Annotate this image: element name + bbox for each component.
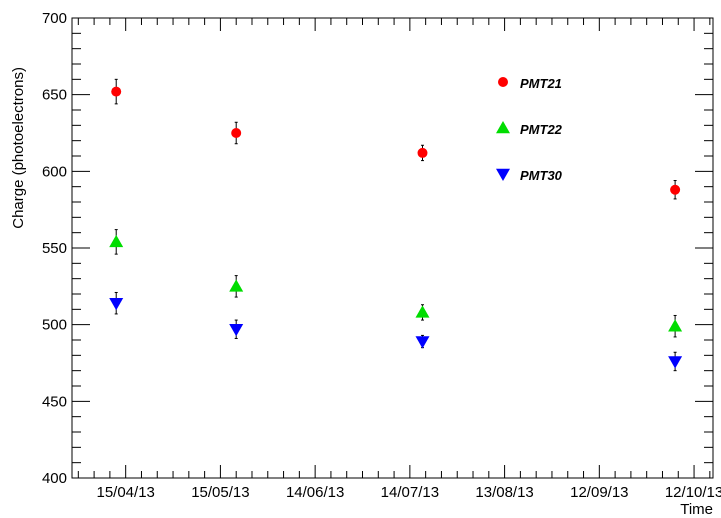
data-point (229, 324, 244, 337)
series-pmt30 (109, 291, 683, 372)
legend-label: PMT22 (520, 122, 563, 137)
data-point (668, 319, 683, 332)
data-point (229, 279, 244, 292)
axes (71, 17, 714, 479)
data-point (109, 234, 124, 248)
legend-label: PMT30 (520, 168, 563, 183)
x-tick-label: 15/04/13 (96, 484, 154, 501)
y-tick-label: 650 (42, 87, 67, 104)
legend: PMT21 PMT22 PMT30 (496, 76, 563, 183)
legend-marker (496, 168, 510, 181)
y-tick-label: 600 (42, 163, 67, 180)
series-pmt22 (109, 229, 683, 338)
legend-entry-pmt22: PMT22 (496, 121, 563, 137)
legend-entry-pmt30: PMT30 (496, 168, 563, 183)
y-axis-ticks: 400 450 500 550 600 650 700 (42, 10, 713, 487)
plot-frame (71, 17, 714, 479)
data-point (111, 86, 122, 97)
x-tick-label: 13/08/13 (475, 484, 533, 501)
legend-entry-pmt21: PMT21 (498, 76, 562, 91)
series-pmt21 (111, 78, 681, 200)
y-tick-label: 500 (42, 317, 67, 334)
data-point (231, 128, 242, 138)
y-tick-label: 450 (42, 393, 67, 410)
legend-marker (496, 121, 510, 134)
x-axis-ticks: 15/04/13 15/05/13 14/06/13 14/07/13 13/08/13… (77, 18, 721, 501)
y-tick-label: 700 (42, 10, 67, 27)
x-axis-title: Time (680, 501, 713, 518)
y-tick-label: 550 (42, 240, 67, 257)
legend-label: PMT21 (520, 76, 562, 91)
data-point (668, 356, 683, 369)
x-tick-label: 12/09/13 (570, 484, 628, 501)
x-tick-label: 15/05/13 (191, 484, 249, 501)
x-tick-label: 14/07/13 (381, 484, 439, 501)
data-series (109, 78, 683, 372)
y-tick-label: 400 (42, 470, 67, 487)
x-tick-label: 14/06/13 (286, 484, 344, 501)
x-tick-label: 12/10/13 (665, 484, 721, 501)
data-point (417, 147, 428, 158)
data-point (415, 336, 430, 349)
data-point (109, 297, 124, 311)
y-axis-title: Charge (photoelectrons) (10, 67, 27, 229)
legend-marker (498, 77, 508, 87)
data-point (415, 305, 430, 318)
data-point (670, 184, 681, 195)
